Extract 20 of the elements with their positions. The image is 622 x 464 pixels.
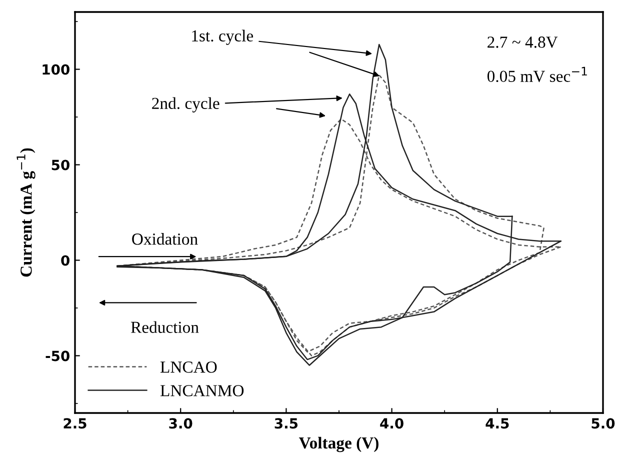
annotation: Oxidation [132, 233, 198, 245]
x-tick-label: 5.0 [592, 418, 615, 429]
x-tick-label: 4.5 [486, 418, 509, 429]
annotation: 2nd. cycle [152, 97, 220, 112]
annotation: 2.7 ~ 4.8V [488, 36, 558, 48]
y-tick-label: 0 [61, 255, 70, 266]
annotation: 0.05 mV sec$^{−1}$ [487, 66, 587, 82]
x-tick-label: 4.0 [380, 418, 404, 429]
annotation: Reduction [130, 321, 199, 333]
y-tick-label: -50 [46, 350, 70, 362]
x-tick-label: 2.5 [64, 418, 86, 429]
x-tick-label: 3.5 [274, 418, 298, 429]
y-tick-label: 100 [42, 64, 70, 75]
y-tick-label: 50 [52, 160, 70, 170]
x-axis-title: Voltage (V) [298, 436, 378, 452]
legend-label: LNCAO [160, 362, 217, 373]
annotation: 1st. cycle [192, 30, 254, 45]
x-tick-label: 3.0 [169, 418, 192, 429]
legend-label: LNCANMO [160, 385, 244, 396]
y-axis-title: Current (mA g$^{−1}$) [16, 148, 36, 277]
